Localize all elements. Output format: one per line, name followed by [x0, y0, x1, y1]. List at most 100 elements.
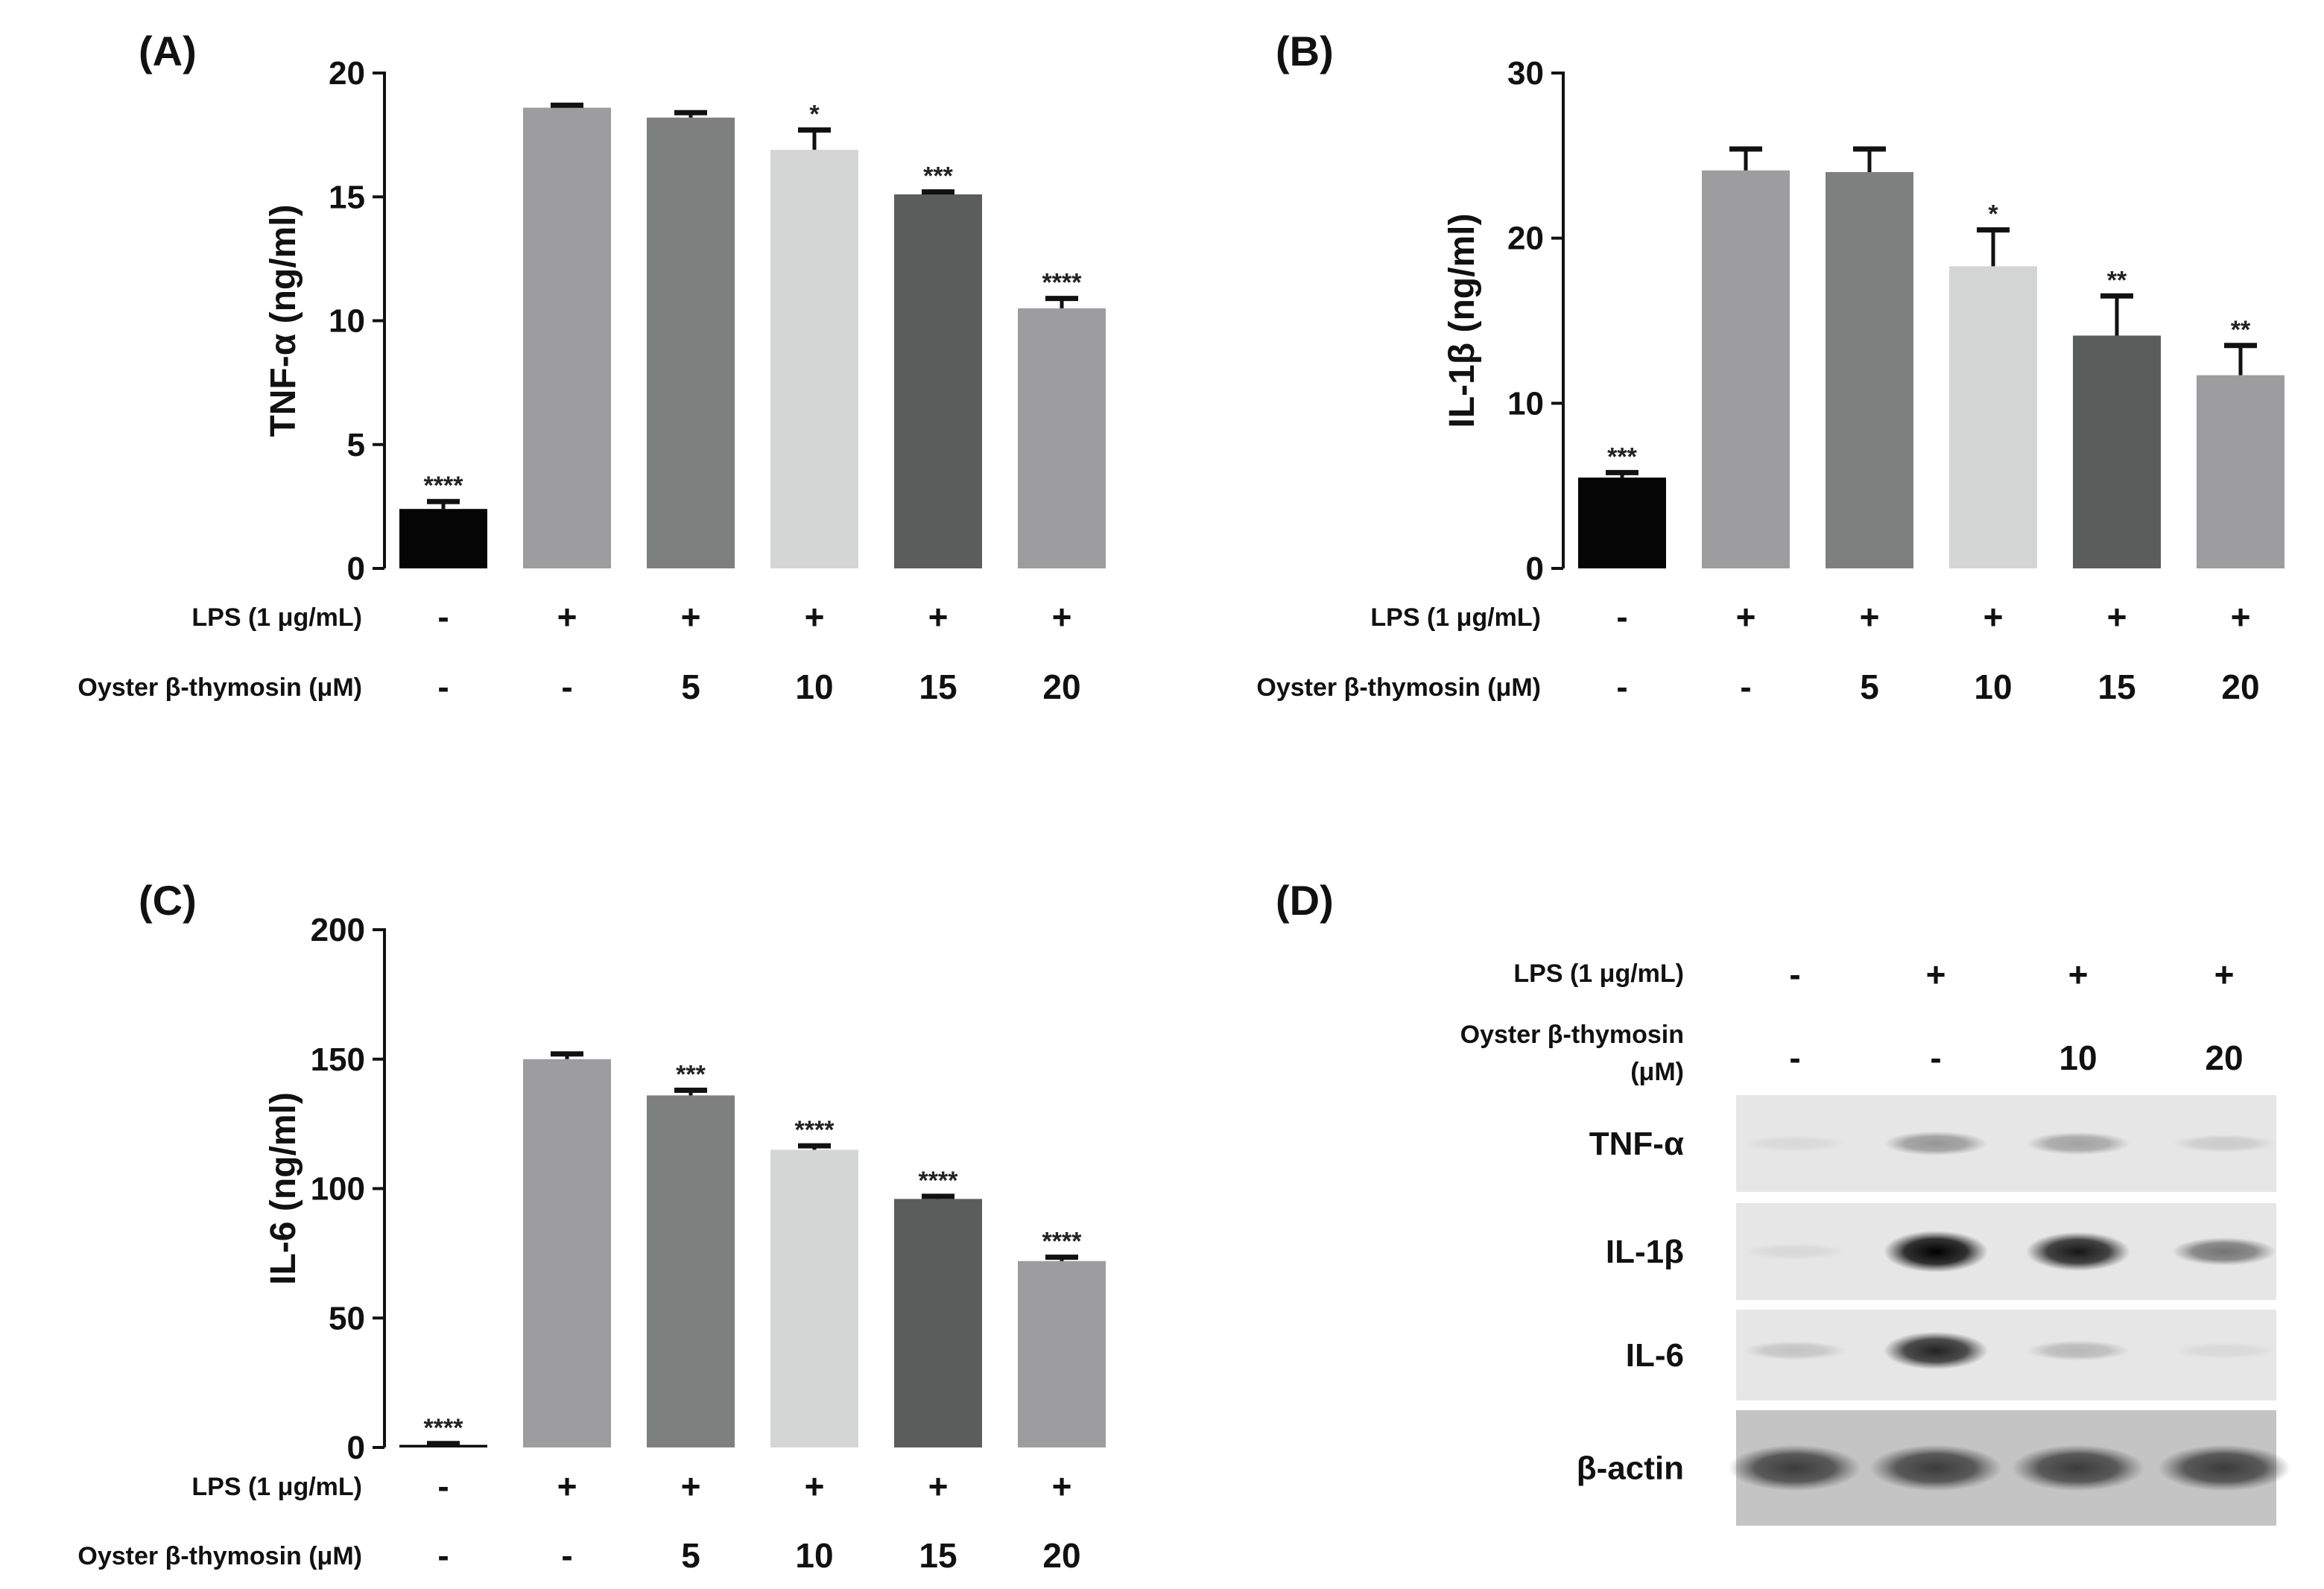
blot-band [2172, 1237, 2276, 1266]
panel-b-letter: (B) [1276, 28, 1334, 74]
lps-value: + [1052, 597, 1072, 636]
oyster-value: 15 [919, 1536, 957, 1575]
lps-value: - [437, 1467, 449, 1506]
lps-value: + [681, 597, 701, 636]
lps-value: + [928, 597, 949, 636]
significance-label: *** [923, 162, 953, 191]
bar-+-15 [894, 1199, 982, 1447]
lps-value: + [1983, 597, 2004, 636]
bar-+-none [523, 1059, 611, 1447]
significance-label: * [809, 100, 820, 128]
y-tick-label: 0 [1526, 551, 1544, 587]
significance-label: ** [2107, 266, 2127, 294]
y-tick-label: 20 [329, 55, 365, 92]
lps-row-label: LPS (1 μg/mL) [1370, 603, 1541, 632]
oyster-row-label: Oyster β-thymosin (μM) [77, 673, 362, 702]
blot-row-label: IL-6 [1626, 1337, 1684, 1374]
blot-oyster-value: 20 [2205, 1038, 2243, 1077]
significance-label: **** [424, 1414, 464, 1442]
significance-label: *** [676, 1060, 706, 1088]
y-tick-label: 30 [1507, 55, 1544, 92]
panel-a-letter: (A) [139, 28, 197, 74]
blot-band [2026, 1340, 2130, 1361]
oyster-value: 5 [681, 1536, 700, 1575]
bar-+-10 [770, 1149, 858, 1447]
lps-value: + [1052, 1467, 1072, 1506]
significance-label: **** [1042, 1228, 1083, 1256]
blot-lps-value: - [1789, 955, 1800, 994]
blot-band [1743, 1135, 1847, 1152]
lps-value: + [805, 1467, 825, 1506]
bar---none [1578, 478, 1666, 568]
y-tick-label: 0 [347, 551, 365, 587]
lps-value: + [557, 597, 577, 636]
oyster-value: - [437, 1536, 449, 1575]
significance-label: **** [424, 472, 464, 500]
lps-value: + [1736, 597, 1756, 636]
oyster-row-label: Oyster β-thymosin (μM) [77, 1542, 362, 1570]
bar-+-5 [647, 117, 735, 569]
blot-lps-value: + [1926, 955, 1946, 994]
blot-band [1729, 1444, 1861, 1491]
blot-lps-label: LPS (1 μg/mL) [1513, 960, 1684, 988]
bar-+-5 [647, 1095, 735, 1447]
y-axis-title: TNF-α (ng/ml) [264, 204, 303, 437]
blot-oyster-label-line2: (μM) [1630, 1058, 1684, 1086]
oyster-value: - [1616, 667, 1627, 706]
y-tick-label: 0 [347, 1430, 365, 1466]
panel-d-letter: (D) [1276, 877, 1334, 924]
oyster-value: 5 [681, 667, 700, 706]
blot-band [2026, 1132, 2130, 1155]
oyster-value: 20 [2221, 667, 2259, 706]
lps-value: - [437, 597, 449, 636]
oyster-value: 5 [1860, 667, 1879, 706]
significance-label: ** [2231, 316, 2251, 344]
y-tick-label: 100 [311, 1171, 365, 1208]
bar-+-20 [1018, 308, 1106, 568]
y-tick-label: 50 [329, 1300, 365, 1336]
blot-band [2026, 1231, 2130, 1272]
oyster-value: 10 [795, 667, 833, 706]
significance-label: **** [919, 1167, 959, 1195]
blot-row-label: TNF-α [1589, 1126, 1684, 1162]
blot-band [1884, 1131, 1988, 1156]
blot-oyster-value: - [1930, 1038, 1941, 1077]
blot-band [1884, 1331, 1988, 1370]
lps-value: + [1860, 597, 1880, 636]
western-blot-panel-d: (D) LPS (1 μg/mL) Oyster β-thymosin (μM) - +… [1276, 877, 2290, 1526]
lps-row-label: LPS (1 μg/mL) [191, 603, 362, 632]
blot-band [1884, 1231, 1988, 1272]
blot-band [1743, 1341, 1847, 1360]
blot-lps-value: + [2214, 955, 2235, 994]
lps-value: + [557, 1467, 577, 1506]
oyster-value: 20 [1042, 1536, 1080, 1575]
bar-+-20 [1018, 1260, 1106, 1447]
significance-label: *** [1607, 443, 1637, 471]
oyster-value: 15 [2097, 667, 2135, 706]
oyster-value: - [561, 1536, 572, 1575]
significance-label: * [1988, 200, 1998, 229]
blot-row-label: β-actin [1577, 1450, 1684, 1487]
lps-value: - [1616, 597, 1627, 636]
blot-oyster-value: - [1789, 1038, 1800, 1077]
blot-lps-value: + [2068, 955, 2089, 994]
y-tick-label: 20 [1507, 221, 1544, 257]
y-tick-label: 15 [329, 179, 365, 215]
lps-value: + [681, 1467, 701, 1506]
bar-+-15 [2073, 335, 2161, 568]
panel-c-letter: (C) [139, 877, 197, 924]
oyster-value: 10 [1974, 667, 2012, 706]
y-axis-title: IL-1β (ng/ml) [1443, 214, 1482, 428]
blot-row-label: IL-1β [1606, 1234, 1684, 1270]
lps-value: + [805, 597, 825, 636]
oyster-value: 10 [795, 1536, 833, 1575]
blot-band [2172, 1134, 2276, 1153]
blot-band [2172, 1342, 2276, 1359]
bar-+-10 [1949, 266, 2037, 568]
bar-+-none [523, 107, 611, 569]
blot-band [2012, 1444, 2144, 1491]
oyster-value: - [1740, 667, 1751, 706]
blot-oyster-label-line1: Oyster β-thymosin [1460, 1021, 1684, 1049]
